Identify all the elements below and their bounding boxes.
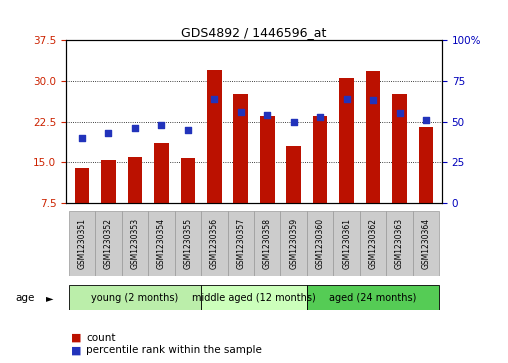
Title: GDS4892 / 1446596_at: GDS4892 / 1446596_at [181,26,327,39]
Point [157,122,166,128]
Bar [413,211,439,276]
Text: GSM1230359: GSM1230359 [289,218,298,269]
Bar [333,211,360,276]
Bar [419,127,433,203]
Bar [101,160,116,203]
Bar [69,285,201,310]
Point [131,125,139,131]
Text: GSM1230355: GSM1230355 [183,218,193,269]
Point [342,96,351,102]
Point [422,117,430,123]
Bar [128,157,142,203]
Point [396,110,404,116]
Text: middle aged (12 months): middle aged (12 months) [192,293,316,303]
Text: ■: ■ [71,345,82,355]
Point [369,98,377,103]
Point [316,114,324,120]
Bar [121,211,148,276]
Point [237,109,245,115]
Bar [180,158,195,203]
Text: aged (24 months): aged (24 months) [330,293,417,303]
Point [78,135,86,141]
Point [184,127,192,133]
Point [263,112,271,118]
Bar [392,94,407,203]
Bar [228,211,254,276]
Point [210,96,218,102]
Bar [175,211,201,276]
Text: percentile rank within the sample: percentile rank within the sample [86,345,262,355]
Text: ■: ■ [71,333,82,343]
Text: ►: ► [46,293,53,303]
Bar [95,211,121,276]
Text: age: age [15,293,35,303]
Text: GSM1230358: GSM1230358 [263,218,272,269]
Bar [69,211,95,276]
Text: GSM1230354: GSM1230354 [157,218,166,269]
Text: GSM1230356: GSM1230356 [210,218,219,269]
Bar [201,285,307,310]
Bar [254,211,280,276]
Bar [360,211,387,276]
Text: GSM1230362: GSM1230362 [369,218,377,269]
Bar [313,116,328,203]
Text: GSM1230351: GSM1230351 [77,218,86,269]
Bar [339,78,354,203]
Bar [280,211,307,276]
Point [104,130,112,136]
Bar [307,211,333,276]
Bar [148,211,175,276]
Bar [207,70,221,203]
Text: young (2 months): young (2 months) [91,293,178,303]
Text: GSM1230361: GSM1230361 [342,218,351,269]
Bar [201,211,228,276]
Bar [287,146,301,203]
Text: GSM1230363: GSM1230363 [395,218,404,269]
Bar [366,71,380,203]
Text: GSM1230364: GSM1230364 [422,218,431,269]
Point [290,119,298,125]
Bar [75,168,89,203]
Bar [154,143,169,203]
Text: GSM1230353: GSM1230353 [131,218,139,269]
Text: count: count [86,333,116,343]
Text: GSM1230360: GSM1230360 [315,218,325,269]
Text: GSM1230352: GSM1230352 [104,218,113,269]
Bar [234,94,248,203]
Text: GSM1230357: GSM1230357 [236,218,245,269]
Bar [387,211,413,276]
Bar [307,285,439,310]
Bar [260,116,274,203]
